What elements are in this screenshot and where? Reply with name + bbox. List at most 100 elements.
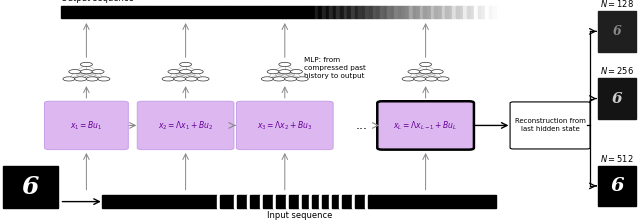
Circle shape: [285, 77, 296, 81]
Bar: [257, 6, 260, 18]
Bar: [217, 6, 220, 18]
Bar: [470, 195, 473, 208]
Bar: [348, 6, 351, 18]
Bar: [409, 6, 413, 18]
Bar: [235, 6, 239, 18]
Bar: [230, 195, 234, 208]
Bar: [275, 6, 278, 18]
Bar: [126, 6, 130, 18]
Bar: [463, 6, 467, 18]
Bar: [388, 195, 391, 208]
Circle shape: [191, 70, 204, 74]
Bar: [108, 6, 111, 18]
Bar: [3, 166, 58, 208]
Bar: [168, 195, 172, 208]
Bar: [411, 195, 414, 208]
Bar: [224, 6, 228, 18]
Circle shape: [186, 77, 197, 81]
Bar: [76, 6, 79, 18]
Bar: [316, 195, 319, 208]
Bar: [161, 195, 164, 208]
Bar: [485, 6, 489, 18]
Bar: [450, 195, 453, 208]
Text: MLP: from
compressed past
history to output: MLP: from compressed past history to out…: [304, 57, 366, 79]
Bar: [476, 195, 479, 208]
Bar: [345, 195, 348, 208]
Bar: [481, 6, 485, 18]
Bar: [268, 6, 271, 18]
Text: $N = 512$: $N = 512$: [600, 153, 634, 164]
Bar: [93, 6, 97, 18]
Bar: [420, 195, 424, 208]
Bar: [490, 195, 493, 208]
Bar: [479, 195, 483, 208]
Bar: [362, 195, 365, 208]
Bar: [381, 195, 385, 208]
Text: $x_2 = \Lambda x_1 + Bu_2$: $x_2 = \Lambda x_1 + Bu_2$: [158, 119, 213, 132]
Bar: [444, 195, 447, 208]
Text: $N = 128$: $N = 128$: [600, 0, 634, 9]
Bar: [329, 6, 333, 18]
Circle shape: [98, 77, 110, 81]
Bar: [474, 6, 478, 18]
Bar: [269, 195, 273, 208]
Circle shape: [273, 77, 285, 81]
Circle shape: [68, 70, 81, 74]
Circle shape: [420, 70, 431, 74]
Bar: [109, 195, 112, 208]
Circle shape: [81, 62, 92, 67]
Circle shape: [437, 77, 449, 81]
Bar: [202, 6, 206, 18]
Bar: [463, 195, 467, 208]
Bar: [237, 195, 240, 208]
Bar: [362, 6, 365, 18]
Bar: [391, 6, 394, 18]
Bar: [228, 6, 231, 18]
Bar: [166, 6, 170, 18]
Bar: [449, 6, 452, 18]
Circle shape: [279, 70, 291, 74]
Bar: [365, 195, 368, 208]
FancyBboxPatch shape: [378, 101, 474, 150]
Bar: [170, 6, 173, 18]
Bar: [220, 6, 224, 18]
Bar: [181, 195, 184, 208]
Bar: [145, 195, 148, 208]
Bar: [137, 6, 141, 18]
Bar: [278, 6, 282, 18]
Bar: [133, 6, 137, 18]
Bar: [191, 6, 195, 18]
Bar: [598, 166, 636, 206]
Bar: [214, 195, 217, 208]
Bar: [376, 6, 380, 18]
Bar: [239, 6, 242, 18]
Bar: [385, 195, 388, 208]
Bar: [125, 195, 129, 208]
Bar: [211, 195, 214, 208]
Bar: [424, 195, 427, 208]
Bar: [300, 195, 303, 208]
Bar: [100, 6, 104, 18]
Bar: [198, 195, 201, 208]
Bar: [342, 195, 345, 208]
Bar: [142, 195, 145, 208]
Bar: [447, 195, 450, 208]
Bar: [213, 6, 217, 18]
Bar: [198, 6, 202, 18]
Bar: [227, 195, 230, 208]
Circle shape: [92, 70, 104, 74]
Bar: [598, 78, 636, 119]
Bar: [122, 6, 126, 18]
Bar: [329, 195, 332, 208]
Bar: [456, 6, 460, 18]
Circle shape: [402, 77, 414, 81]
Bar: [424, 6, 427, 18]
Circle shape: [420, 62, 431, 67]
Bar: [106, 195, 109, 208]
Circle shape: [408, 70, 420, 74]
Bar: [115, 195, 119, 208]
Bar: [355, 195, 358, 208]
Bar: [387, 6, 391, 18]
Bar: [253, 195, 257, 208]
Bar: [195, 6, 198, 18]
